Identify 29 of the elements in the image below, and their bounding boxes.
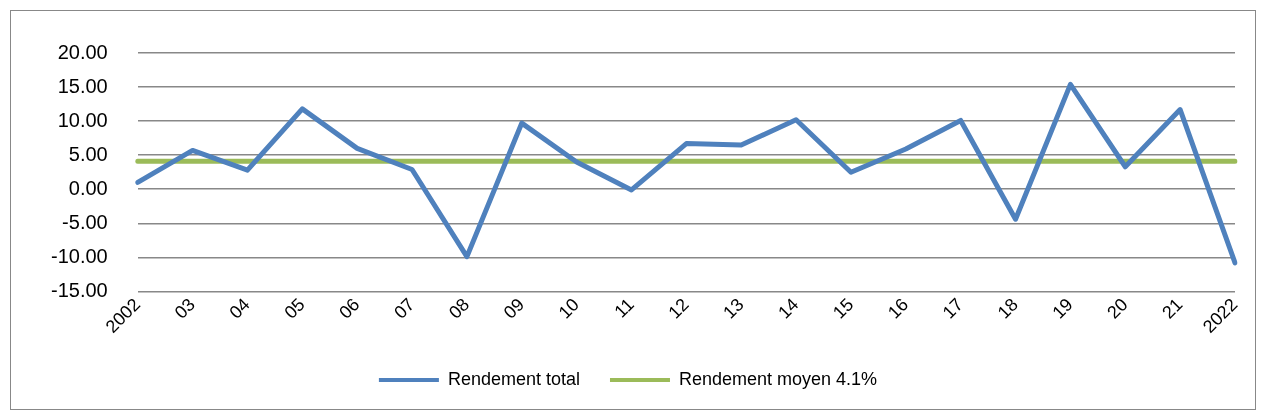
x-tick-label: 17 [938,294,968,323]
x-tick-label: 11 [610,294,638,322]
x-tick-label: 08 [444,294,474,323]
x-tick-label: 04 [225,294,254,323]
y-tick-label: 15.00 [57,74,108,97]
y-tick-label: 5.00 [68,142,108,165]
x-tick-label: 06 [335,294,364,323]
x-tick-label: 18 [993,294,1022,323]
y-tick-label: 0.00 [68,176,108,199]
x-tick-label: 09 [499,294,529,323]
y-tick-label: -10.00 [50,244,108,267]
y-tick-label: 20.00 [57,40,108,63]
y-tick-label: -15.00 [50,278,108,301]
y-tick-label: -5.00 [62,210,108,233]
legend-label: Rendement moyen 4.1% [678,368,878,389]
x-tick-label: 15 [828,294,858,323]
x-tick-label: 12 [664,294,693,323]
x-tick-label: 07 [390,294,419,323]
x-tick-label: 13 [719,294,748,323]
legend-label: Rendement total [447,368,580,389]
x-tick-label: 19 [1048,294,1077,323]
x-tick-label: 10 [554,294,583,323]
x-tick-label: 14 [774,294,803,323]
x-tick-label: 20 [1103,294,1132,323]
x-tick-label: 03 [170,294,199,323]
x-tick-label: 21 [1158,294,1187,323]
x-tick-label: 16 [883,294,913,323]
y-tick-label: 10.00 [57,108,108,131]
x-tick-label: 05 [280,294,309,323]
